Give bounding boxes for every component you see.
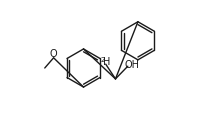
- Text: OH: OH: [124, 60, 139, 70]
- Text: 2: 2: [100, 57, 105, 63]
- Text: O: O: [50, 49, 57, 59]
- Text: H: H: [103, 57, 111, 67]
